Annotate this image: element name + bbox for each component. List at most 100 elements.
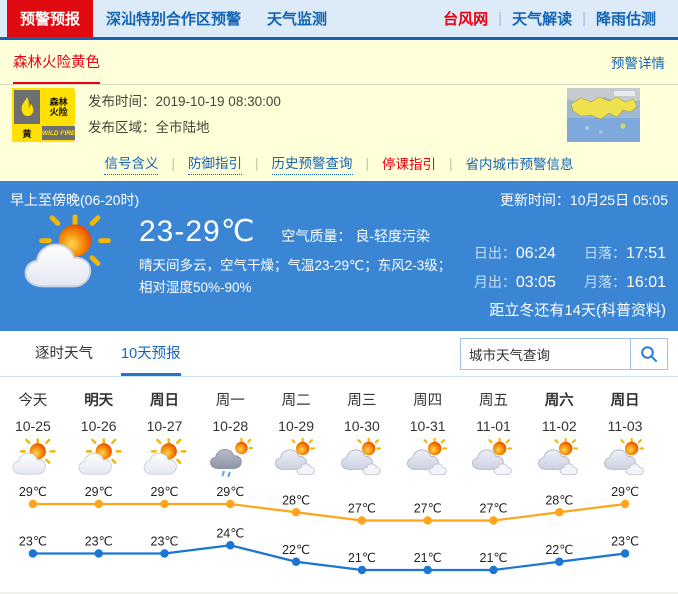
temp-point [489, 565, 498, 575]
temp-point [489, 516, 498, 525]
day-dates-row: 10-25 10-26 10-27 10-28 10-29 10-30 10-31 11-01… [0, 418, 658, 434]
temp-label: 23℃ [85, 535, 113, 549]
nav-link[interactable]: 台风网 [443, 11, 489, 28]
temp-point [160, 549, 169, 558]
weather-icon-cloudy [461, 438, 527, 478]
weather-icon-sun-cloud [66, 438, 132, 478]
weather-icon-cloudy [329, 438, 395, 478]
day-name: 周二 [281, 393, 311, 409]
temp-label: 28℃ [545, 493, 573, 507]
sun-cloud-icon [10, 438, 56, 478]
ten-day-forecast: 今天 明天 周日 周一 周二 周三 周四 周五 周六 周日 10-25 10-26 10-27 10-2… [0, 377, 658, 590]
weather-icon-cloudy [263, 438, 329, 478]
nav-tab[interactable]: 天气监测 [267, 11, 328, 28]
day-date: 11-02 [541, 418, 577, 434]
alert-quick-link[interactable]: 省内城市预警信息 [465, 157, 574, 172]
divider: | [365, 155, 370, 171]
cloudy-icon [470, 438, 516, 478]
weather-summary: 23-29℃ 空气质量： 良-轻度污染 晴天间多云，空气干燥；气温23-29℃；… [139, 214, 451, 298]
alert-quick-link[interactable]: 防御指引 [187, 152, 242, 175]
temp-label: 22℃ [282, 543, 310, 557]
alert-quick-link[interactable]: 信号含义 [104, 152, 159, 175]
day-date: 10-27 [146, 418, 183, 434]
top-nav-links: 台风网 | 天气解读 | 降雨估测 [433, 0, 678, 37]
temp-row: 23-29℃ 空气质量： 良-轻度污染 [139, 214, 451, 249]
day-icons-row [0, 438, 658, 478]
warning-level-label: 黄 [14, 126, 40, 140]
warning-name-label: 森林 火险 [42, 90, 76, 124]
tab-active[interactable]: 10天预报 [121, 331, 181, 376]
region-map-thumbnail[interactable] [567, 88, 640, 142]
temp-point [620, 499, 630, 509]
temp-label: 27℃ [414, 502, 442, 516]
temp-point [423, 516, 432, 525]
flame-icon [14, 90, 40, 124]
cloudy-icon [339, 438, 385, 478]
top-nav-tabs: 预警预报 深汕特别合作区预警 天气监测 [0, 0, 340, 37]
temperature-trend-chart: 29℃ 29℃ 29℃ 29℃ 28℃ 27℃ 27℃ 27℃ 28℃ 29℃ 23℃ 23℃ 23℃ 2… [19, 485, 639, 575]
temp-label: 24℃ [216, 526, 244, 540]
nav-tab[interactable]: 深汕特别合作区预警 [106, 11, 242, 28]
cloudy-icon [273, 438, 319, 478]
temp-label: 23℃ [151, 535, 179, 549]
temp-point [555, 557, 564, 566]
temp-label: 22℃ [545, 543, 573, 557]
alert-details-link[interactable]: 预警详情 [611, 56, 665, 71]
day-date: 10-28 [212, 418, 249, 434]
temp-point [620, 549, 630, 558]
nav-link[interactable]: 降雨估测 [595, 11, 656, 28]
weather-icon-cloudy [592, 438, 658, 478]
alert-links-row: 信号含义 | 防御指引 | 历史预警查询 | 停课指引 | 省内城市预警信息 [0, 145, 678, 181]
cloudy-icon [602, 438, 648, 478]
temp-label: 23℃ [611, 535, 639, 549]
alert-quick-link[interactable]: 历史预警查询 [271, 152, 353, 175]
forecast-tabs: 逐时天气 10天预报 [35, 331, 209, 376]
city-search-input[interactable] [461, 338, 630, 369]
sun-moon-value: 16:01 [625, 274, 666, 291]
nav-link[interactable]: 天气解读 [512, 11, 573, 28]
divider: | [254, 155, 259, 171]
sun-moon-value: 03:05 [515, 274, 556, 291]
high-temp-line [32, 502, 626, 522]
temp-label: 23℃ [19, 535, 47, 549]
weather-icon-shower [197, 438, 263, 478]
sun-moon-label: 日出： [473, 245, 516, 261]
day-name: 明天 [84, 393, 114, 409]
sun-moon-item: 日出： 06:24 [474, 243, 556, 263]
publish-time-row: 发布时间：2019-10-19 08:30:00 [88, 94, 281, 109]
air-quality: 空气质量： 良-轻度污染 [281, 228, 430, 244]
temp-range-value: 23-29℃ [139, 215, 256, 248]
top-nav: 预警预报 深汕特别合作区预警 天气监测 台风网 | 天气解读 | 降雨估测 [0, 0, 678, 40]
weather-icon-sun-cloud [132, 438, 198, 478]
weather-icon-cloudy [395, 438, 461, 478]
divider: | [171, 155, 175, 171]
temp-point [28, 549, 38, 558]
temp-point [94, 549, 103, 558]
alert-quick-link[interactable]: 停课指引 [382, 157, 437, 172]
temp-label: 21℃ [348, 551, 376, 565]
temp-point [28, 499, 38, 509]
sun-moon-times: 日出： 06:24 日落： 17:51 月出： 03:05 月落： 16:01 [474, 243, 666, 292]
temp-point [291, 557, 301, 566]
city-search-box [460, 337, 668, 370]
search-button[interactable] [630, 338, 667, 369]
sun-cloud-icon [76, 438, 122, 478]
day-name: 周一 [215, 393, 245, 409]
current-weather-section: 早上至傍晚(06-20时) 更新时间：10月25日 05:05 23-29℃ 空… [0, 181, 678, 331]
day-names-row: 今天 明天 周日 周一 周二 周三 周四 周五 周六 周日 [0, 377, 658, 410]
temp-point [357, 565, 367, 575]
nav-tab[interactable]: 预警预报 [7, 0, 94, 37]
solar-term-countdown[interactable]: 距立冬还有14天(科普资料) [489, 302, 666, 319]
day-date: 10-29 [278, 418, 314, 434]
sun-moon-label: 月落： [583, 274, 626, 290]
temp-point [291, 508, 301, 517]
publish-info: 发布时间：2019-10-19 08:30:00 发布区域：全市陆地 [88, 89, 281, 141]
bottom-divider [0, 592, 678, 594]
tab-inactive[interactable]: 逐时天气 [35, 345, 93, 362]
temp-label: 29℃ [19, 485, 47, 499]
temp-point [226, 541, 235, 550]
current-weather-icon [18, 214, 113, 294]
day-name: 今天 [18, 393, 48, 409]
day-date: 10-26 [80, 418, 117, 434]
temp-point [160, 499, 169, 509]
